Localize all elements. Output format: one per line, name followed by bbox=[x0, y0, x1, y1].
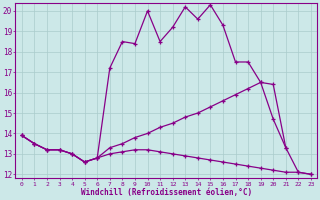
X-axis label: Windchill (Refroidissement éolien,°C): Windchill (Refroidissement éolien,°C) bbox=[81, 188, 252, 197]
